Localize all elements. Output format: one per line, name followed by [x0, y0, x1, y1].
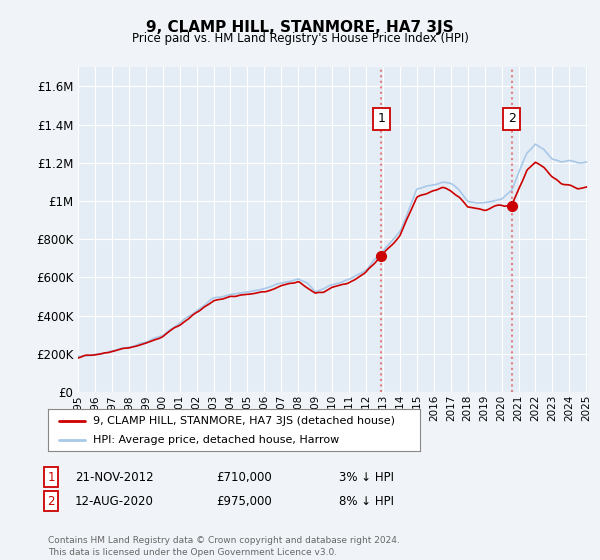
Text: 2: 2: [508, 113, 515, 125]
Text: Price paid vs. HM Land Registry's House Price Index (HPI): Price paid vs. HM Land Registry's House …: [131, 32, 469, 45]
Text: Contains HM Land Registry data © Crown copyright and database right 2024.
This d: Contains HM Land Registry data © Crown c…: [48, 536, 400, 557]
Text: HPI: Average price, detached house, Harrow: HPI: Average price, detached house, Harr…: [92, 435, 339, 445]
Text: 9, CLAMP HILL, STANMORE, HA7 3JS: 9, CLAMP HILL, STANMORE, HA7 3JS: [146, 20, 454, 35]
Text: 21-NOV-2012: 21-NOV-2012: [75, 470, 154, 484]
Text: 3% ↓ HPI: 3% ↓ HPI: [339, 470, 394, 484]
Text: 12-AUG-2020: 12-AUG-2020: [75, 494, 154, 508]
Text: 8% ↓ HPI: 8% ↓ HPI: [339, 494, 394, 508]
Text: £710,000: £710,000: [216, 470, 272, 484]
Text: £975,000: £975,000: [216, 494, 272, 508]
Text: 2: 2: [47, 494, 55, 508]
Text: 1: 1: [47, 470, 55, 484]
Text: 9, CLAMP HILL, STANMORE, HA7 3JS (detached house): 9, CLAMP HILL, STANMORE, HA7 3JS (detach…: [92, 416, 395, 426]
Text: 1: 1: [377, 113, 385, 125]
